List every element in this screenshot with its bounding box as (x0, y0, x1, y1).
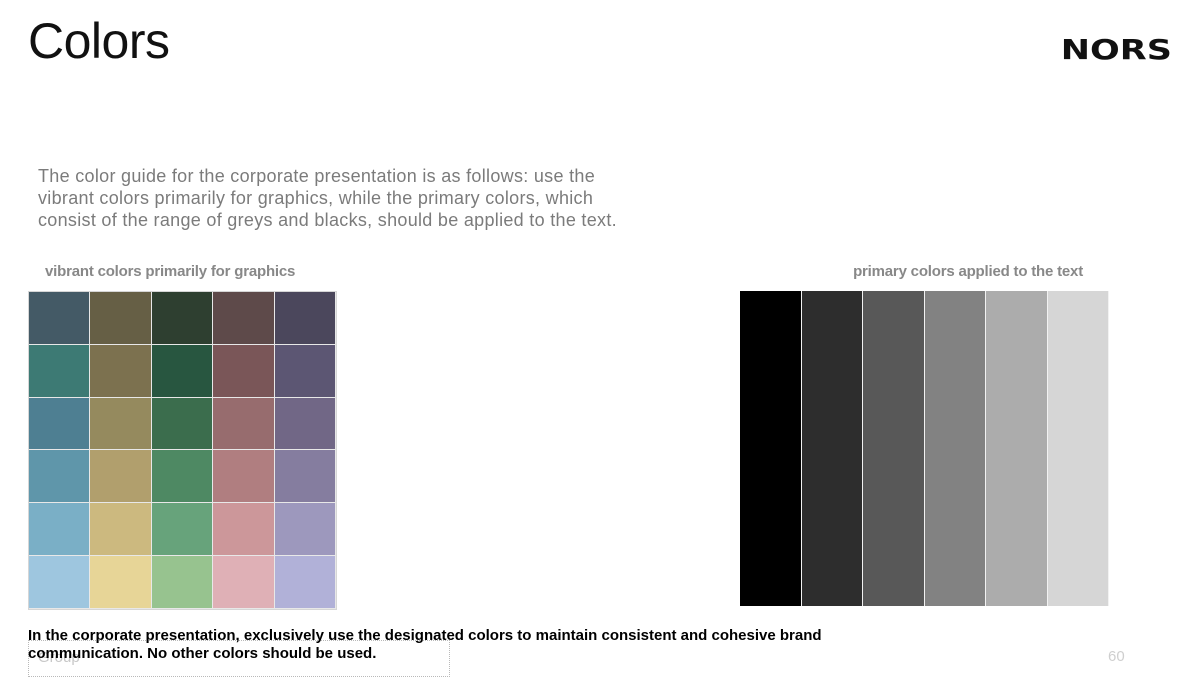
vibrant-swatch (213, 556, 275, 609)
text-placeholder-box[interactable] (28, 640, 450, 677)
vibrant-swatch (90, 556, 152, 609)
vibrant-swatch (29, 503, 91, 557)
vibrant-swatch (151, 344, 214, 398)
vibrant-swatch (29, 397, 91, 451)
vibrant-colors-label: vibrant colors primarily for graphics (45, 263, 296, 280)
vibrant-swatch (29, 556, 91, 609)
vibrant-swatch (213, 503, 275, 557)
nors-logo: NORS (1060, 33, 1172, 66)
vibrant-swatch (213, 450, 275, 504)
footer-note: In the corporate presentation, exclusive… (28, 627, 822, 662)
intro-paragraph: The color guide for the corporate presen… (38, 166, 617, 230)
vibrant-swatch (213, 292, 275, 345)
vibrant-swatch (29, 450, 91, 504)
vibrant-swatch (151, 450, 214, 504)
vibrant-swatch (274, 344, 336, 398)
vibrant-swatch (274, 556, 336, 609)
vibrant-swatch (90, 450, 152, 504)
vibrant-color-grid (28, 291, 337, 610)
vibrant-swatch (274, 503, 336, 557)
vibrant-swatch (29, 344, 91, 398)
primary-swatch (801, 291, 863, 606)
vibrant-swatch (274, 397, 336, 451)
page-number: 60 (1108, 648, 1125, 665)
vibrant-swatch (274, 292, 336, 345)
text-placeholder-label: Group (38, 649, 80, 666)
vibrant-swatch (151, 397, 214, 451)
vibrant-swatch (151, 292, 214, 345)
slide-title: Colors (28, 13, 170, 69)
vibrant-swatch (90, 397, 152, 451)
vibrant-swatch (29, 292, 91, 345)
vibrant-swatch (90, 503, 152, 557)
primary-swatch (1047, 291, 1109, 606)
primary-swatch (924, 291, 986, 606)
primary-swatch (740, 291, 802, 606)
primary-swatch (863, 291, 925, 606)
primary-swatch (986, 291, 1048, 606)
vibrant-swatch (90, 292, 152, 345)
vibrant-swatch (90, 344, 152, 398)
vibrant-swatch (151, 556, 214, 609)
primary-color-strip (740, 291, 1109, 606)
vibrant-swatch (151, 503, 214, 557)
vibrant-swatch (213, 397, 275, 451)
primary-colors-label: primary colors applied to the text (853, 263, 1083, 280)
vibrant-swatch (213, 344, 275, 398)
vibrant-swatch (274, 450, 336, 504)
